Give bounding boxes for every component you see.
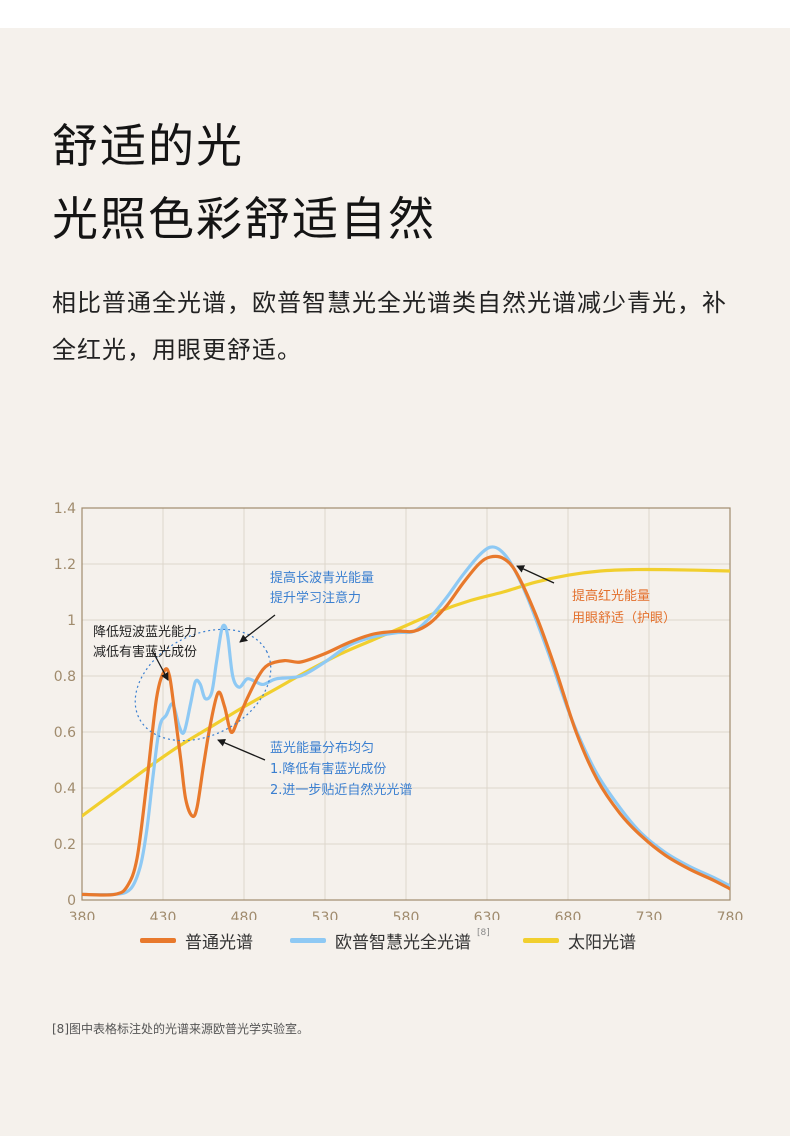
annotation-shortwave-line: 降低短波蓝光能力 <box>93 625 197 640</box>
spectrum-chart: 380 430 480 530 580 630 680 730 780 0 0.2 0.4 0.6 0.8… <box>54 501 744 920</box>
legend-swatch-sun <box>523 938 559 943</box>
page-background <box>0 28 790 1136</box>
y-tick-label: 1.2 <box>54 557 76 573</box>
shortwave-arrow <box>151 649 169 681</box>
legend-swatch-regular <box>140 938 176 943</box>
x-tick-label: 780 <box>717 910 744 920</box>
x-tick-label: 480 <box>231 910 258 920</box>
legend-item-regular: 普通光谱 <box>140 928 253 953</box>
y-tick-label: 0.8 <box>54 669 76 685</box>
annotation-red-line: 提高红光能量 <box>572 588 650 604</box>
longwave-arrow <box>239 614 276 643</box>
plot-frame <box>81 507 731 901</box>
y-tick-label: 0 <box>67 893 76 909</box>
distribution-arrow <box>217 739 266 761</box>
legend-label-regular: 普通光谱 <box>185 933 253 953</box>
annotation-distribution-line: 2.进一步贴近自然光光谱 <box>270 782 412 798</box>
x-tick-label: 430 <box>150 910 177 920</box>
annotation-longwave-line: 提升学习注意力 <box>270 590 361 606</box>
x-tick-label: 530 <box>312 910 339 920</box>
footnote: [8]图中表格标注处的光谱来源欧普光学实验室。 <box>52 1022 309 1036</box>
y-tick-label: 0.6 <box>54 725 76 741</box>
annotation-ellipse <box>134 628 272 742</box>
y-tick-label: 0.4 <box>54 781 76 797</box>
title-line-2: 光照色彩舒适自然 <box>52 192 436 246</box>
legend-label-opple: 欧普智慧光全光谱 <box>335 933 471 953</box>
legend-swatch-opple <box>290 938 326 943</box>
description: 相比普通全光谱，欧普智慧光全光谱类自然光谱减少青光，补全红光，用眼更舒适。 <box>52 289 727 364</box>
regular-spectrum-line <box>82 554 730 897</box>
annotation-distribution-line: 蓝光能量分布均匀 <box>270 741 374 756</box>
x-tick-label: 580 <box>393 910 420 920</box>
y-tick-label: 0.2 <box>54 837 76 853</box>
red-light-arrow <box>516 565 555 584</box>
annotation-red-line: 用眼舒适（护眼） <box>572 611 676 626</box>
x-tick-label: 680 <box>555 910 582 920</box>
annotation-longwave-line: 提高长波青光能量 <box>270 570 374 586</box>
y-tick-label: 1 <box>67 613 76 629</box>
legend-item-opple: 欧普智慧光全光谱 [8] <box>290 928 490 953</box>
y-tick-label: 1.4 <box>54 501 76 517</box>
legend-label-sun: 太阳光谱 <box>568 933 636 953</box>
legend-item-sun: 太阳光谱 <box>523 928 636 953</box>
x-tick-label: 630 <box>474 910 501 920</box>
title-line-1: 舒适的光 <box>52 119 244 173</box>
x-tick-label: 380 <box>69 910 96 920</box>
annotation-distribution-line: 1.降低有害蓝光成份 <box>270 761 386 777</box>
legend-footnote-ref: [8] <box>477 927 490 938</box>
x-tick-label: 730 <box>636 910 663 920</box>
annotation-shortwave-line: 减低有害蓝光成份 <box>93 644 197 660</box>
